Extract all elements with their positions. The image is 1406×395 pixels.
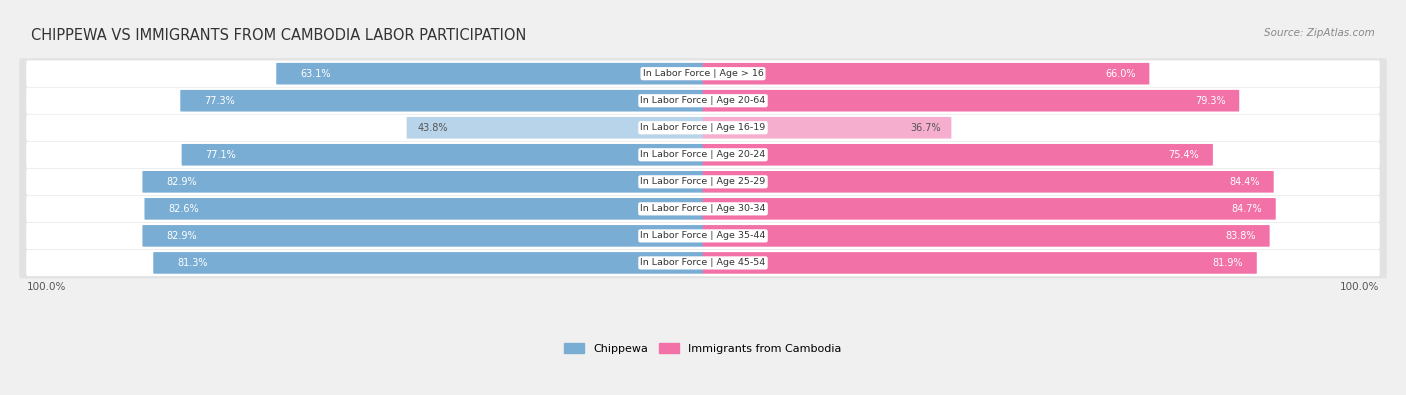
Text: 36.7%: 36.7% [910, 123, 941, 133]
FancyBboxPatch shape [181, 144, 703, 166]
Text: 100.0%: 100.0% [1340, 282, 1379, 292]
FancyBboxPatch shape [703, 90, 1239, 111]
FancyBboxPatch shape [20, 139, 1386, 170]
Text: In Labor Force | Age > 16: In Labor Force | Age > 16 [643, 69, 763, 78]
FancyBboxPatch shape [20, 194, 1386, 224]
FancyBboxPatch shape [27, 223, 1379, 249]
Text: 77.1%: 77.1% [205, 150, 236, 160]
FancyBboxPatch shape [703, 225, 1270, 247]
Text: In Labor Force | Age 30-34: In Labor Force | Age 30-34 [640, 204, 766, 213]
Legend: Chippewa, Immigrants from Cambodia: Chippewa, Immigrants from Cambodia [560, 339, 846, 358]
FancyBboxPatch shape [145, 198, 703, 220]
Text: 63.1%: 63.1% [301, 69, 330, 79]
Text: In Labor Force | Age 20-24: In Labor Force | Age 20-24 [640, 150, 766, 159]
Text: 100.0%: 100.0% [27, 282, 66, 292]
FancyBboxPatch shape [703, 198, 1275, 220]
FancyBboxPatch shape [20, 85, 1386, 116]
FancyBboxPatch shape [27, 169, 1379, 195]
FancyBboxPatch shape [27, 87, 1379, 114]
FancyBboxPatch shape [27, 60, 1379, 87]
FancyBboxPatch shape [27, 141, 1379, 168]
Text: 79.3%: 79.3% [1195, 96, 1226, 106]
FancyBboxPatch shape [703, 63, 1149, 85]
FancyBboxPatch shape [27, 115, 1379, 141]
Text: 77.3%: 77.3% [204, 96, 235, 106]
FancyBboxPatch shape [276, 63, 703, 85]
FancyBboxPatch shape [153, 252, 703, 274]
FancyBboxPatch shape [20, 220, 1386, 251]
FancyBboxPatch shape [20, 112, 1386, 143]
Text: 81.3%: 81.3% [177, 258, 208, 268]
FancyBboxPatch shape [27, 250, 1379, 276]
FancyBboxPatch shape [703, 144, 1213, 166]
FancyBboxPatch shape [20, 166, 1386, 197]
FancyBboxPatch shape [703, 117, 952, 139]
Text: 84.4%: 84.4% [1229, 177, 1260, 187]
Text: 82.9%: 82.9% [166, 177, 197, 187]
Text: 81.9%: 81.9% [1212, 258, 1243, 268]
FancyBboxPatch shape [406, 117, 703, 139]
Text: 66.0%: 66.0% [1105, 69, 1136, 79]
Text: 43.8%: 43.8% [418, 123, 447, 133]
FancyBboxPatch shape [703, 171, 1274, 193]
Text: 75.4%: 75.4% [1168, 150, 1199, 160]
Text: In Labor Force | Age 20-64: In Labor Force | Age 20-64 [640, 96, 766, 105]
FancyBboxPatch shape [27, 196, 1379, 222]
Text: 83.8%: 83.8% [1225, 231, 1256, 241]
Text: 84.7%: 84.7% [1232, 204, 1261, 214]
Text: In Labor Force | Age 25-29: In Labor Force | Age 25-29 [640, 177, 766, 186]
FancyBboxPatch shape [142, 171, 703, 193]
Text: In Labor Force | Age 45-54: In Labor Force | Age 45-54 [640, 258, 766, 267]
Text: In Labor Force | Age 16-19: In Labor Force | Age 16-19 [640, 123, 766, 132]
FancyBboxPatch shape [142, 225, 703, 247]
FancyBboxPatch shape [20, 248, 1386, 278]
Text: 82.9%: 82.9% [166, 231, 197, 241]
Text: Source: ZipAtlas.com: Source: ZipAtlas.com [1264, 28, 1375, 38]
Text: 82.6%: 82.6% [169, 204, 200, 214]
FancyBboxPatch shape [20, 58, 1386, 89]
FancyBboxPatch shape [180, 90, 703, 111]
Text: In Labor Force | Age 35-44: In Labor Force | Age 35-44 [640, 231, 766, 241]
Text: CHIPPEWA VS IMMIGRANTS FROM CAMBODIA LABOR PARTICIPATION: CHIPPEWA VS IMMIGRANTS FROM CAMBODIA LAB… [31, 28, 526, 43]
FancyBboxPatch shape [703, 252, 1257, 274]
